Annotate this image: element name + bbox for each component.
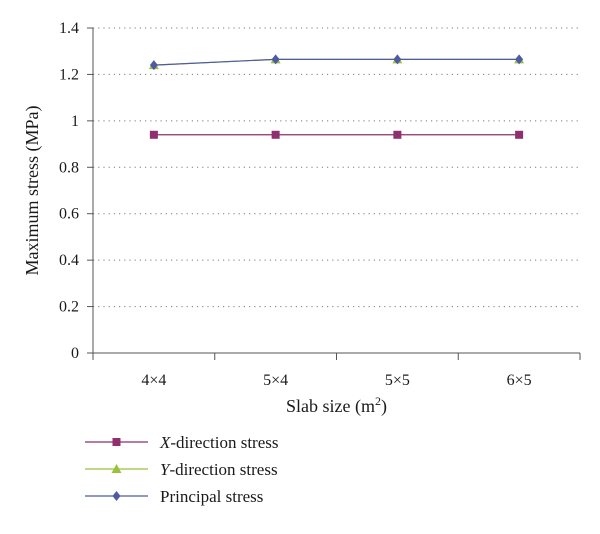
legend-label-italic: Y — [160, 460, 171, 479]
legend-marker-p — [112, 491, 121, 501]
y-tick-label: 1.2 — [59, 66, 79, 83]
y-tick-label: 0.6 — [59, 206, 79, 223]
legend-label-x: X-direction stress — [159, 433, 279, 452]
x-tick-label: 6×5 — [507, 372, 532, 389]
data-point-p — [515, 54, 524, 65]
data-point-p — [271, 54, 280, 65]
legend-label-p: Principal stress — [160, 487, 263, 506]
x-axis-title-superscript: 2 — [375, 394, 381, 408]
x-tick-label: 5×4 — [263, 372, 288, 389]
legend-label-italic: X — [159, 433, 171, 452]
data-point-x — [149, 130, 158, 139]
y-tick-label: 0.2 — [59, 299, 79, 316]
series-line-p — [153, 58, 520, 66]
data-point-p — [149, 60, 158, 71]
legend-marker-y — [111, 464, 122, 473]
y-axis-title: Maximum stress (MPa) — [22, 106, 43, 276]
x-tick-label: 5×5 — [385, 372, 410, 389]
y-tick-label: 1.4 — [59, 20, 79, 37]
x-axis-title: Slab size (m2) — [286, 394, 387, 417]
y-tick-label: 0.4 — [59, 252, 79, 269]
x-axis-title-close: ) — [381, 396, 387, 417]
y-tick-label: 0 — [71, 345, 79, 362]
data-point-p — [393, 54, 402, 65]
y-tick-label: 1 — [71, 113, 79, 130]
y-tick-label: 0.8 — [59, 159, 79, 176]
data-point-x — [515, 130, 524, 139]
data-point-x — [271, 130, 280, 139]
legend-label-y: Y-direction stress — [160, 460, 278, 479]
legend-marker-x — [112, 438, 121, 446]
x-tick-label: 4×4 — [141, 372, 166, 389]
data-point-x — [393, 130, 402, 139]
